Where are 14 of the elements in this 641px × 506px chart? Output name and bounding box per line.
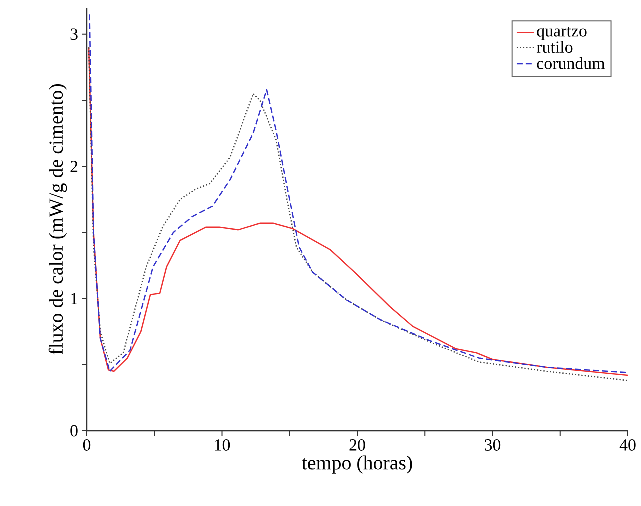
x-tick-label: 10 bbox=[215, 440, 230, 451]
x-tick-label: 20 bbox=[350, 440, 366, 451]
y-tick-label: 1 bbox=[72, 293, 78, 304]
legend-label: corundum bbox=[537, 57, 606, 70]
x-tick-label: 40 bbox=[620, 440, 636, 451]
y-tick-label: 2 bbox=[70, 161, 78, 172]
y-tick-label: 0 bbox=[70, 425, 78, 437]
x-tick-label: 30 bbox=[485, 440, 501, 451]
x-tick-label: 0 bbox=[83, 440, 91, 451]
y-tick-label: 3 bbox=[70, 28, 78, 40]
legend-label: rutilo bbox=[536, 41, 573, 54]
x-axis-title: tempo (horas) bbox=[302, 456, 412, 474]
legend-label: quartzo bbox=[537, 27, 587, 40]
y-axis-title: fluxo de calor (mW/g de cimento) bbox=[48, 84, 68, 355]
